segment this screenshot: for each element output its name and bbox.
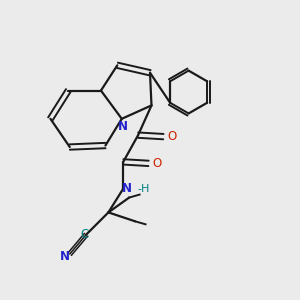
Text: O: O xyxy=(153,157,162,170)
Text: N: N xyxy=(60,250,70,263)
Text: -H: -H xyxy=(138,184,150,194)
Text: O: O xyxy=(168,130,177,143)
Text: N: N xyxy=(118,120,128,133)
Text: N: N xyxy=(122,182,132,195)
Text: C: C xyxy=(80,228,89,241)
